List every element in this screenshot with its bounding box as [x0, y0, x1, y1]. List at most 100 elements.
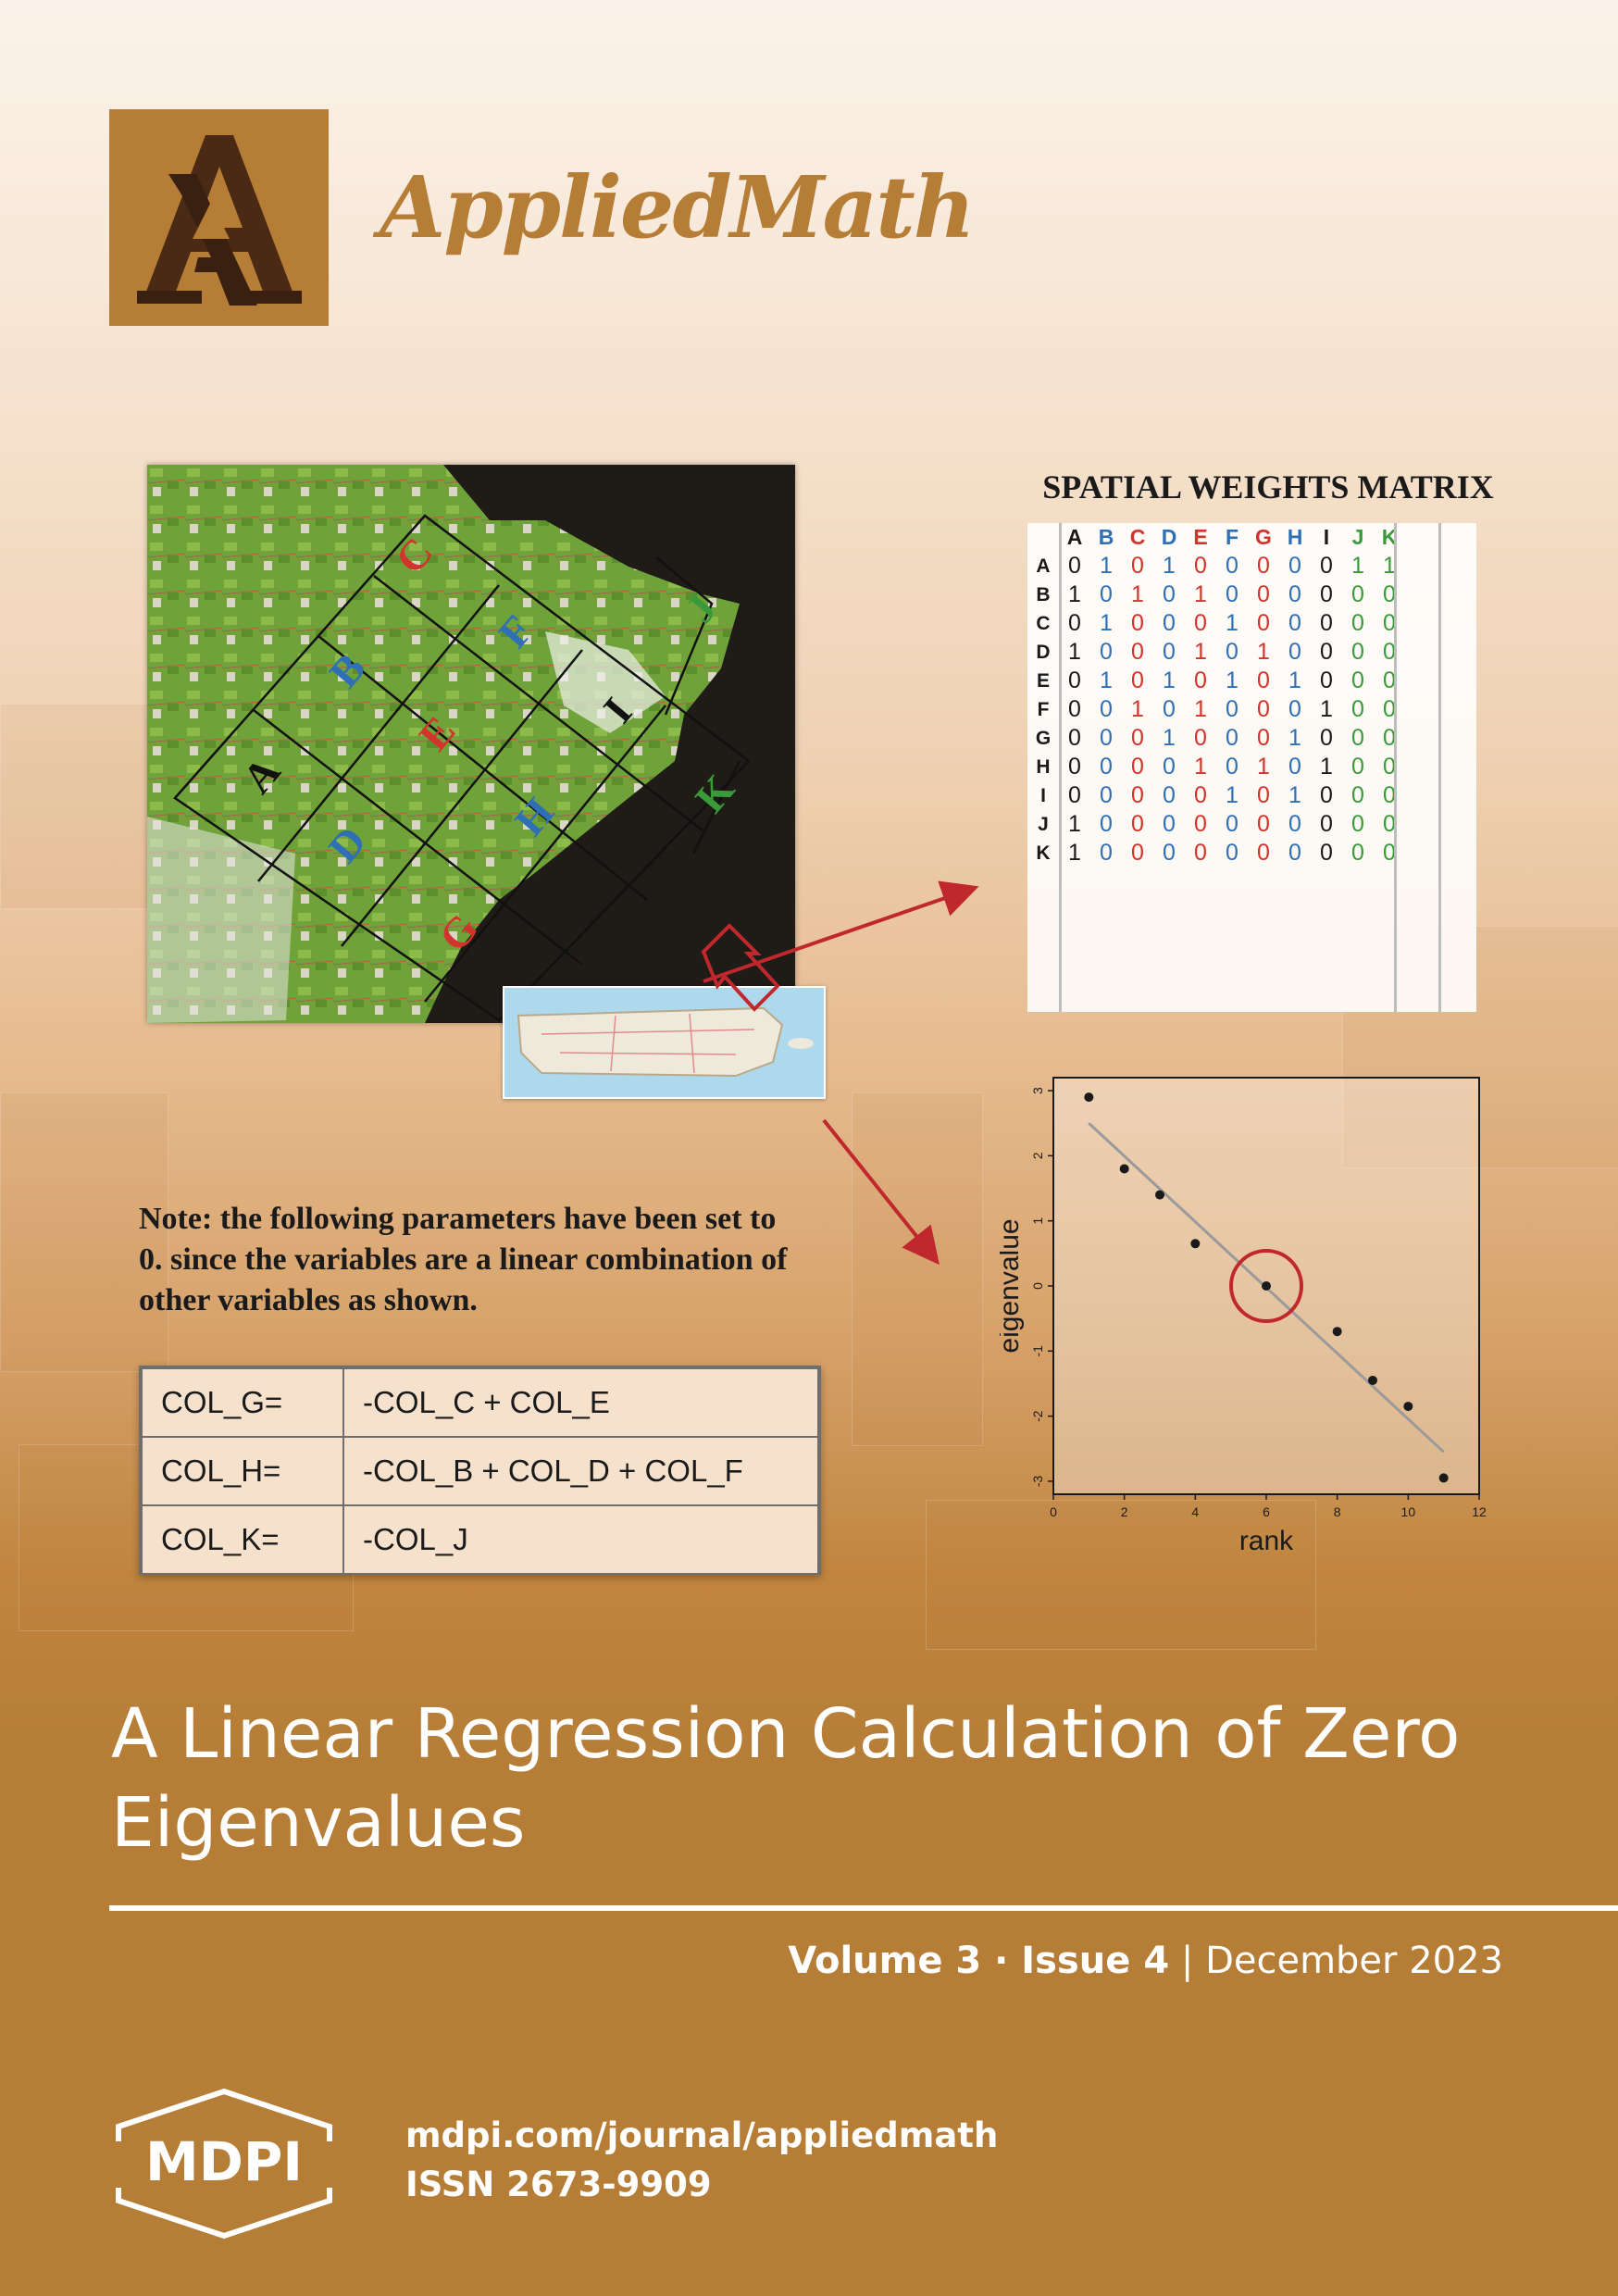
data-point	[1262, 1281, 1271, 1291]
issue-bar: |	[1169, 1940, 1206, 1982]
y-tick-label: -3	[1030, 1476, 1045, 1488]
data-point	[1084, 1092, 1094, 1103]
matrix-column-header: J	[1351, 525, 1364, 549]
y-tick-label: 2	[1030, 1152, 1045, 1159]
matrix-cell: 1	[1288, 782, 1301, 808]
matrix-cell: 0	[1226, 840, 1238, 866]
matrix-cell: 0	[1226, 581, 1238, 607]
matrix-cell: 0	[1351, 782, 1364, 808]
matrix-row-header: G	[1035, 727, 1052, 749]
matrix-cell: 1	[1131, 581, 1144, 607]
journal-name: AppliedMath	[380, 157, 976, 257]
matrix-cell: 0	[1383, 696, 1396, 722]
matrix-cell: 1	[1068, 811, 1081, 837]
matrix-cell: 0	[1068, 668, 1081, 693]
matrix-cell: 0	[1351, 610, 1364, 636]
matrix-cell: 0	[1288, 811, 1301, 837]
matrix-cell: 0	[1226, 553, 1238, 579]
data-point	[1332, 1327, 1342, 1337]
matrix-cell: 0	[1288, 610, 1301, 636]
matrix-cell: 0	[1131, 610, 1144, 636]
y-tick-label: 0	[1030, 1282, 1045, 1290]
matrix-cell: 0	[1288, 696, 1301, 722]
matrix-cell: 1	[1163, 668, 1176, 693]
matrix-cell: 1	[1383, 553, 1396, 579]
x-tick-label: 2	[1121, 1504, 1128, 1519]
matrix-cell: 0	[1163, 811, 1176, 837]
matrix-cell: 0	[1383, 668, 1396, 693]
journal-url[interactable]: mdpi.com/journal/appliedmath	[405, 2115, 999, 2155]
matrix-cell: 0	[1351, 725, 1364, 751]
eigenvalue-rank-chart: 0 2 4 6 8 10 12 3 2 1 0 -1 -2 -3 rank eigenvalue	[994, 1065, 1500, 1583]
matrix-column-header: I	[1323, 525, 1330, 549]
matrix-cell: 0	[1194, 610, 1207, 636]
matrix-cell: 0	[1194, 840, 1207, 866]
article-title: A Linear Regression Calculation of Zero …	[111, 1694, 1461, 1863]
matrix-cell: 0	[1383, 581, 1396, 607]
matrix-cell: 0	[1131, 782, 1144, 808]
matrix-cell: 0	[1068, 782, 1081, 808]
matrix-cell: 0	[1257, 668, 1270, 693]
matrix-cell: 1	[1257, 639, 1270, 665]
matrix-cell: 0	[1351, 639, 1364, 665]
matrix-cell: 0	[1100, 754, 1113, 780]
matrix-column-header: F	[1225, 525, 1239, 549]
matrix-cell: 0	[1257, 553, 1270, 579]
data-point	[1403, 1402, 1413, 1412]
issn: ISSN 2673-9909	[405, 2165, 712, 2204]
matrix-cell: 0	[1194, 782, 1207, 808]
matrix-cell: 0	[1068, 553, 1081, 579]
matrix-cell: 0	[1320, 581, 1333, 607]
matrix-cell: 1	[1131, 696, 1144, 722]
matrix-cell: 0	[1320, 639, 1333, 665]
matrix-cell: 0	[1288, 639, 1301, 665]
equation-lhs: COL_K=	[141, 1504, 344, 1575]
matrix-cell: 0	[1288, 754, 1301, 780]
satellite-map-figure: A B C D E F G H I J K	[147, 465, 795, 1023]
data-point	[1190, 1239, 1201, 1249]
matrix-cell: 1	[1068, 581, 1081, 607]
matrix-cell: 0	[1131, 840, 1144, 866]
matrix-cell: 0	[1257, 610, 1270, 636]
matrix-cell: 0	[1320, 668, 1333, 693]
matrix-row-header: F	[1037, 698, 1050, 720]
matrix-cell: 0	[1351, 696, 1364, 722]
matrix-title: SPATIAL WEIGHTS MATRIX	[1042, 468, 1494, 505]
matrix-column-header: H	[1287, 525, 1303, 549]
equation-row: COL_H= -COL_B + COL_D + COL_F	[141, 1436, 819, 1506]
matrix-cell: 0	[1351, 754, 1364, 780]
matrix-cell: 0	[1100, 725, 1113, 751]
matrix-cell: 0	[1131, 811, 1144, 837]
matrix-cell: 0	[1257, 782, 1270, 808]
x-axis-label: rank	[1239, 1526, 1294, 1556]
matrix-row-header: A	[1036, 555, 1051, 577]
matrix-cell: 0	[1226, 811, 1238, 837]
matrix-divider	[1438, 523, 1441, 1012]
matrix-cell: 0	[1288, 581, 1301, 607]
x-tick-label: 8	[1334, 1504, 1341, 1519]
matrix-cell: 1	[1226, 782, 1238, 808]
issue-info: Volume 3 · Issue 4 | December 2023	[788, 1940, 1503, 1982]
y-tick-label: 1	[1030, 1217, 1045, 1225]
x-tick-label: 0	[1050, 1504, 1057, 1519]
matrix-cell: 0	[1257, 840, 1270, 866]
matrix-cell: 0	[1257, 581, 1270, 607]
matrix-cell: 1	[1351, 553, 1364, 579]
matrix-divider	[1394, 523, 1397, 1012]
matrix-cell: 0	[1383, 610, 1396, 636]
x-tick-label: 10	[1401, 1504, 1416, 1519]
matrix-cell: 0	[1351, 811, 1364, 837]
matrix-cell: 0	[1383, 840, 1396, 866]
equation-lhs: COL_H=	[141, 1436, 344, 1506]
issue-date: December 2023	[1205, 1940, 1503, 1982]
matrix-cell: 0	[1068, 610, 1081, 636]
matrix-cell: 1	[1288, 668, 1301, 693]
matrix-column-header: B	[1098, 525, 1114, 549]
